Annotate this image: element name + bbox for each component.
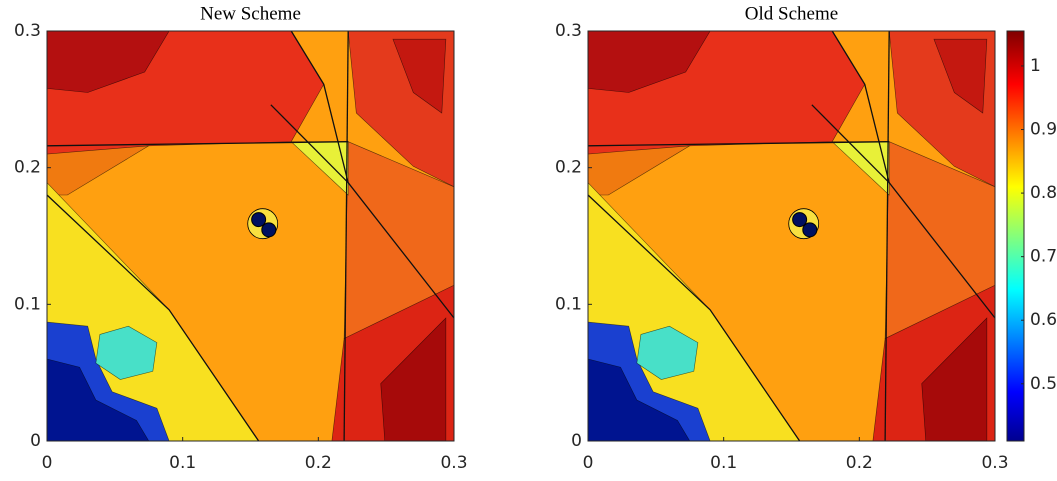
- contour-field: [46, 30, 455, 442]
- shock-line: [270, 104, 349, 184]
- y-tick-label: 0: [30, 431, 41, 451]
- shock-line: [347, 182, 455, 319]
- colorbar: [1006, 30, 1025, 442]
- vortex: [251, 212, 267, 228]
- x-tick-label: 0: [583, 453, 594, 473]
- colorbar-tick-label: 0.6: [1030, 310, 1057, 330]
- shock-line: [811, 104, 890, 184]
- x-tick-label: 0.2: [305, 453, 332, 473]
- x-tick-label: 0.1: [710, 453, 737, 473]
- y-tick-label: 0.3: [555, 21, 582, 41]
- x-tick-label: 0.1: [169, 453, 196, 473]
- y-tick-label: 0.1: [14, 294, 41, 314]
- shock-line: [290, 30, 349, 183]
- x-tick-label: 0.3: [440, 453, 467, 473]
- y-tick-label: 0.2: [14, 158, 41, 178]
- shock-line: [884, 30, 890, 442]
- chart-title: Old Scheme: [745, 3, 838, 24]
- shock-line: [46, 194, 260, 442]
- shock-line: [888, 182, 996, 319]
- vortex: [792, 212, 808, 228]
- axes-box: [46, 30, 455, 442]
- x-tick-label: 0: [42, 453, 53, 473]
- field-region: [636, 325, 699, 380]
- colorbar-tick-label: 0.5: [1030, 374, 1057, 394]
- shock-line: [831, 30, 890, 183]
- shock-line: [587, 194, 801, 442]
- x-tick-label: 0.2: [846, 453, 873, 473]
- y-tick-label: 0.2: [555, 158, 582, 178]
- x-tick-label: 0.3: [981, 453, 1008, 473]
- y-tick-label: 0: [571, 431, 582, 451]
- vortex: [802, 222, 818, 238]
- axes-box: [587, 30, 996, 442]
- colorbar-tick-label: 1: [1030, 56, 1041, 76]
- colorbar-tick-label: 0.9: [1030, 120, 1057, 140]
- chart-title: New Scheme: [200, 3, 301, 24]
- colorbar-tick-label: 0.7: [1030, 247, 1057, 267]
- y-tick-label: 0.3: [14, 21, 41, 41]
- field-region: [392, 38, 447, 114]
- contour-field: [587, 30, 996, 442]
- field-region: [95, 325, 158, 380]
- shock-line: [587, 141, 890, 147]
- shock-line: [46, 141, 349, 147]
- field-region: [933, 38, 988, 114]
- shock-line: [343, 30, 349, 442]
- y-tick-label: 0.1: [555, 294, 582, 314]
- colorbar-tick-label: 0.8: [1030, 183, 1057, 203]
- vortex: [261, 222, 277, 238]
